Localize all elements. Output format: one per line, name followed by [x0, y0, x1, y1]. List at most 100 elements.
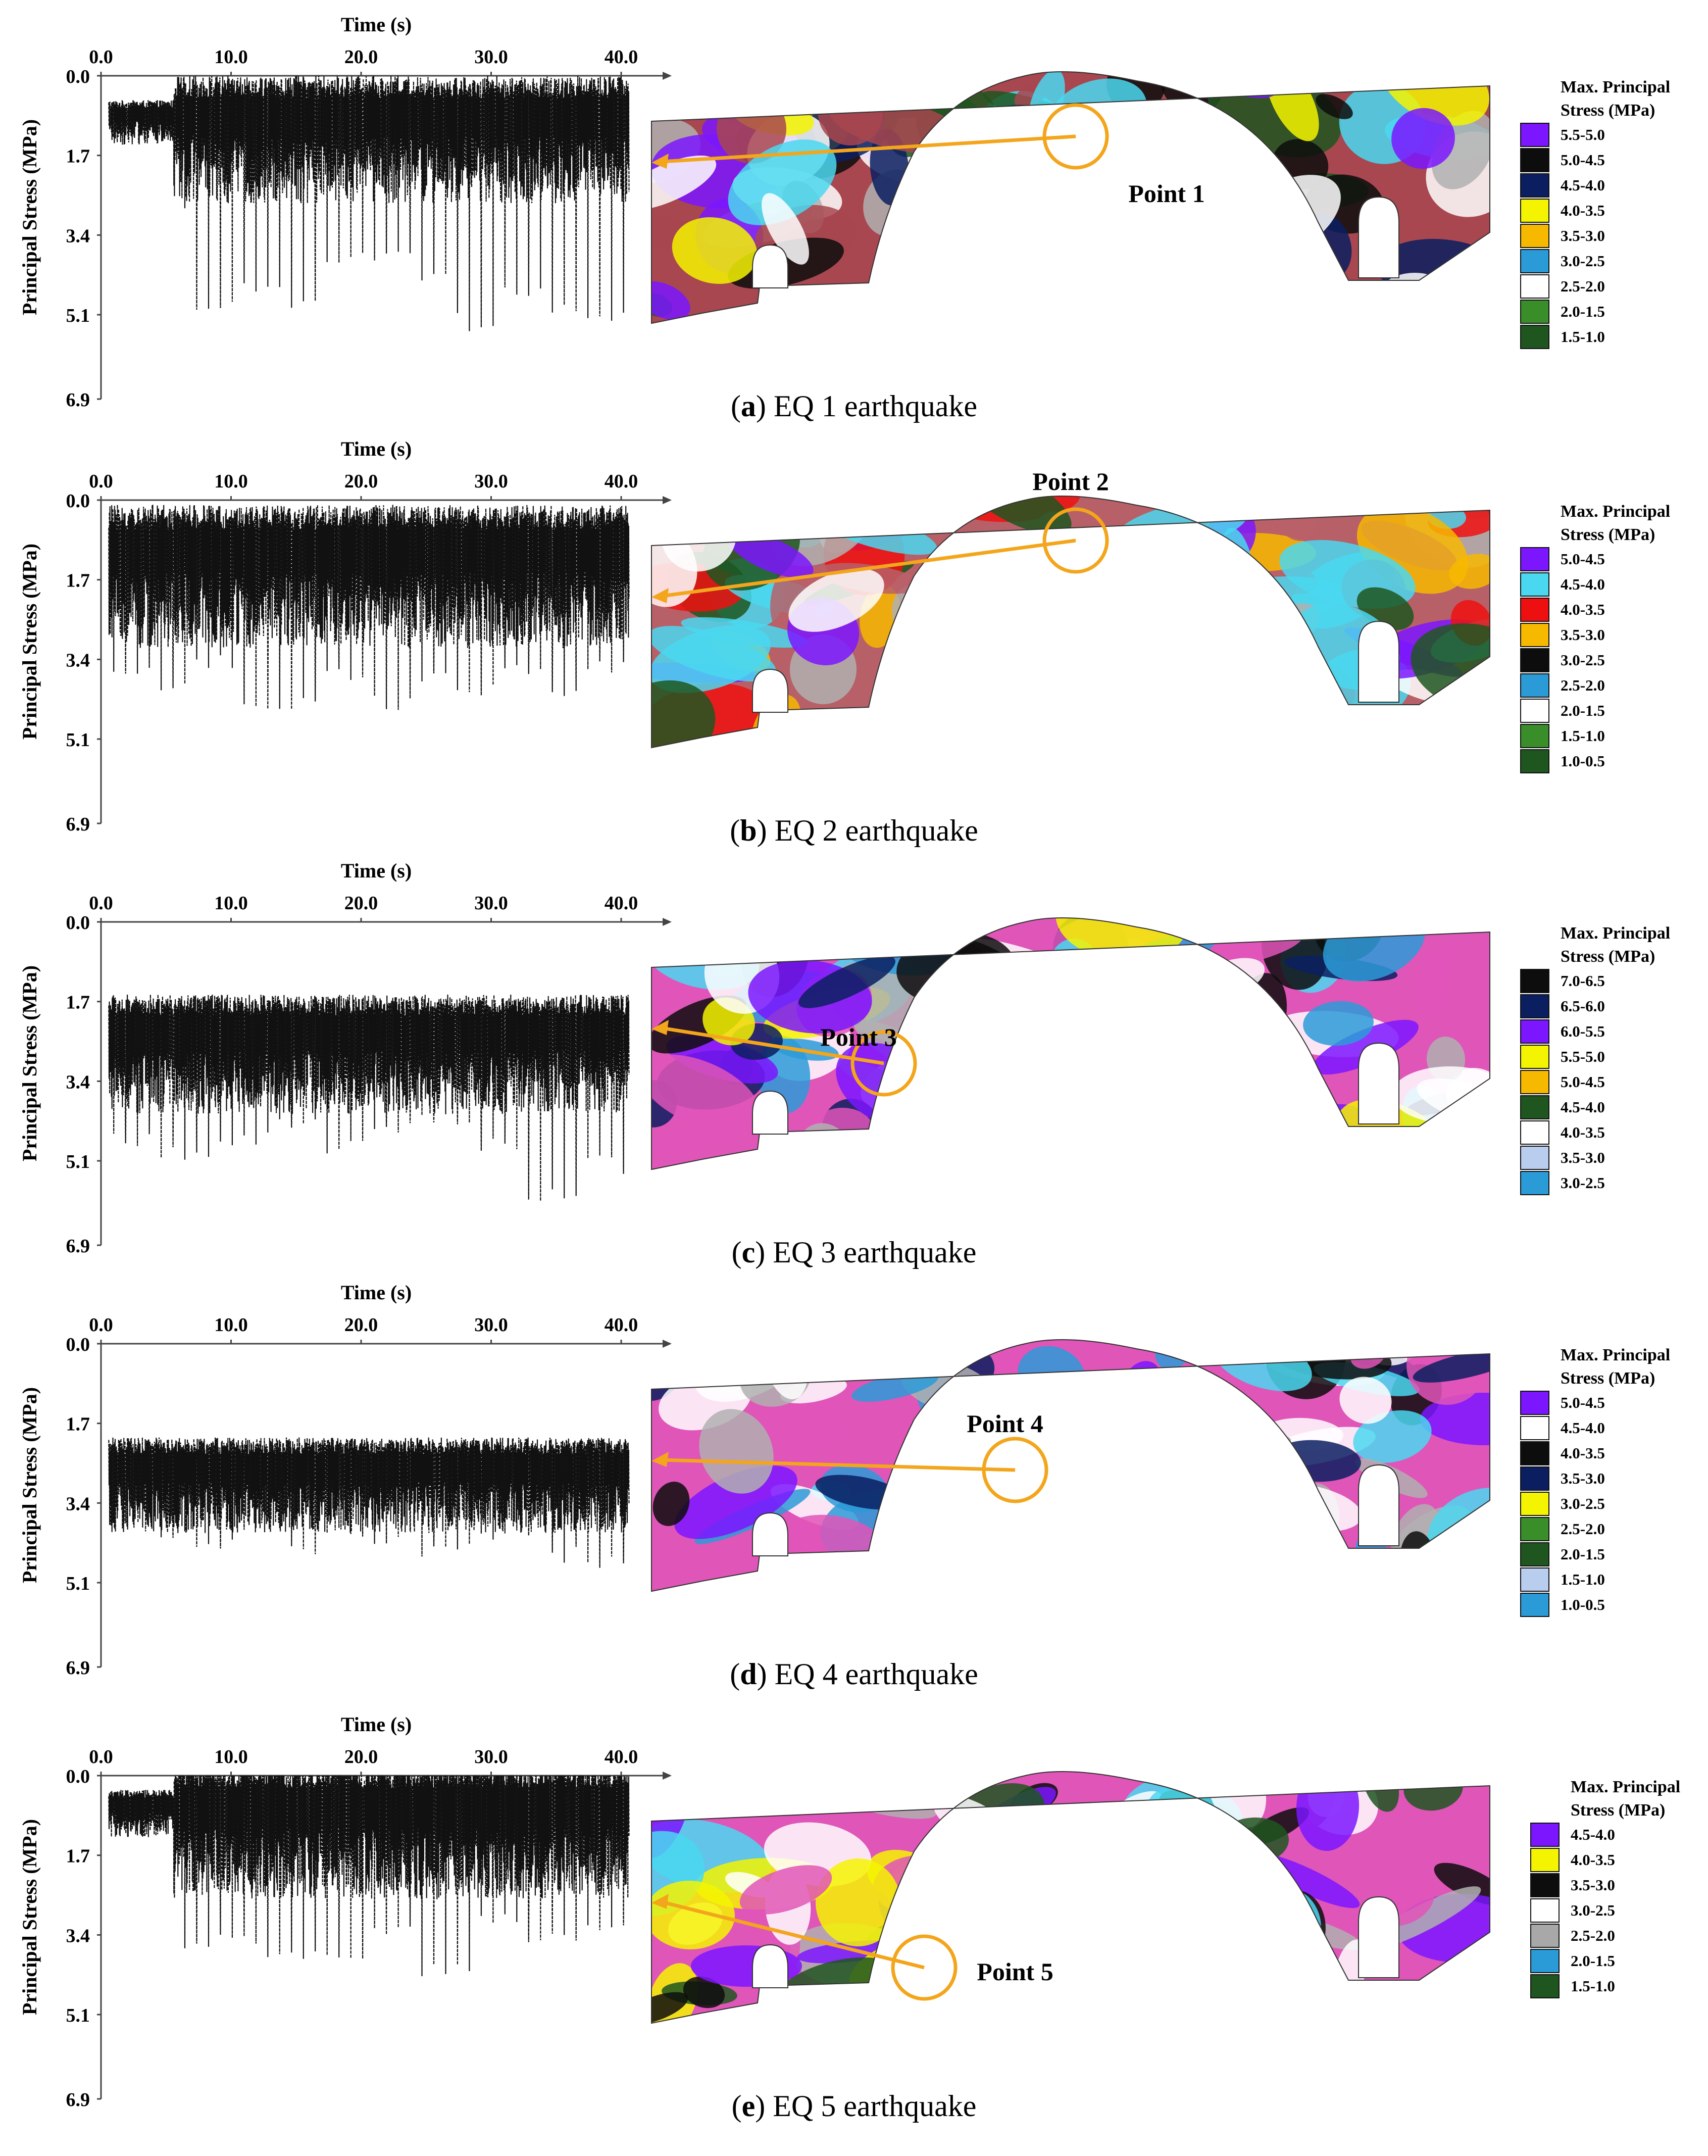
stress-time-history-plot: Time (s) Principal Stress (MPa) 0.0 10.0 20.… — [18, 859, 672, 1257]
y-tick-label: 6.9 — [66, 1657, 90, 1679]
stress-contour-patch — [1147, 1502, 1261, 1585]
point-leader-arrow — [651, 588, 669, 603]
stress-legend: Max. Principal Stress (MPa) 5.0-4.5 4.5-4.0… — [1520, 500, 1702, 774]
legend-swatch — [1520, 1416, 1549, 1440]
stress-contour-patch — [651, 1992, 688, 2023]
legend-swatch — [1520, 325, 1549, 349]
legend-swatch — [1520, 123, 1549, 147]
legend-swatch — [1530, 1873, 1560, 1897]
legend-swatch — [1520, 969, 1549, 993]
legend-entry: 3.5-3.0 — [1520, 223, 1702, 249]
stress-contour-patch — [1044, 121, 1183, 162]
legend-label: 7.0-6.5 — [1561, 972, 1605, 990]
stress-contour-patch — [1030, 156, 1129, 227]
legend-entry: 4.0-3.5 — [1530, 1847, 1708, 1873]
legend-label: 1.5-1.0 — [1561, 727, 1605, 745]
stress-contour-patch — [917, 1063, 954, 1115]
stress-contour-patch — [699, 1409, 774, 1494]
stress-contour-patch — [996, 281, 1083, 323]
y-tick-label: 3.4 — [66, 1925, 90, 1946]
x-tick-label: 10.0 — [214, 1746, 248, 1768]
y-axis-title: Principal Stress (MPa) — [18, 1387, 41, 1583]
stress-time-history-plot: Time (s) Principal Stress (MPa) 0.0 10.0 20.… — [18, 1713, 672, 2111]
stress-contour-patch — [1224, 1496, 1276, 1570]
legend-swatch — [1520, 699, 1549, 723]
stress-contour-patch — [970, 281, 1002, 308]
legend-label: 3.5-3.0 — [1561, 626, 1605, 644]
legend-label: 3.5-3.0 — [1561, 227, 1605, 244]
legend-entry: 3.5-3.0 — [1520, 1466, 1702, 1491]
panel-caption-text: EQ 5 earthquake — [773, 2089, 977, 2123]
y-axis-title: Principal Stress (MPa) — [18, 544, 41, 740]
stress-contour-patch — [946, 1036, 1083, 1092]
point-label: Point 5 — [977, 1957, 1053, 1986]
x-axis-arrow — [663, 1772, 672, 1780]
panel-letter: e — [741, 2089, 756, 2123]
point-leader-arrow — [651, 154, 669, 169]
stress-contour-patch — [1133, 1928, 1234, 1970]
x-axis-title: Time (s) — [341, 1281, 412, 1304]
stress-contour-patch — [958, 291, 1014, 320]
legend-label: 4.5-4.0 — [1561, 1098, 1605, 1116]
stress-contour-patch — [1172, 1477, 1225, 1515]
x-tick-label: 30.0 — [474, 1314, 508, 1336]
legend-entry: 2.5-2.0 — [1520, 673, 1702, 698]
stress-contour-patch — [988, 297, 1023, 323]
stress-contour-patch — [1237, 251, 1302, 307]
panel-b: Time (s) Principal Stress (MPa) 0.0 10.0 20.… — [0, 424, 1708, 847]
stress-contour-patch — [978, 1944, 1086, 2023]
point-marker-circle — [1042, 507, 1109, 574]
legend-entry: 4.0-3.5 — [1520, 1120, 1702, 1145]
bridge-body — [651, 918, 1490, 1169]
legend-entry: 5.5-5.0 — [1520, 122, 1702, 148]
stress-contour-patch — [944, 1905, 1026, 1952]
stress-contour-patch — [1081, 1111, 1161, 1169]
legend-label: 4.0-3.5 — [1561, 202, 1605, 219]
legend-swatch — [1520, 1441, 1549, 1465]
bridge-body — [651, 1772, 1490, 2023]
panel-d: Time (s) Principal Stress (MPa) 0.0 10.0 20.… — [0, 1268, 1708, 1691]
bridge-body — [651, 1340, 1490, 1591]
stress-contour-patch — [1171, 1538, 1205, 1591]
stress-contour-patch — [1063, 618, 1191, 654]
legend-entry: 2.0-1.5 — [1530, 1948, 1708, 1974]
legend-label: 5.0-4.5 — [1561, 151, 1605, 169]
stress-contour-patch — [991, 264, 1085, 290]
stress-contour-patch — [1298, 1145, 1424, 1169]
legend-entry: 5.0-4.5 — [1520, 1069, 1702, 1095]
legend-entry: 2.0-1.5 — [1520, 1542, 1702, 1567]
legend-swatch — [1530, 1823, 1560, 1847]
legend-swatch — [1520, 1120, 1549, 1145]
stress-legend: Max. Principal Stress (MPa) 5.5-5.0 5.0-4.5… — [1520, 76, 1702, 350]
legend-swatch — [1520, 274, 1549, 299]
stress-contour-patch — [966, 1866, 1091, 1956]
legend-swatch — [1520, 547, 1549, 571]
stress-contour-patch — [996, 1546, 1087, 1591]
legend-label: 5.5-5.0 — [1561, 126, 1605, 143]
stress-contour-patch — [1339, 1377, 1392, 1424]
y-tick-label: 5.1 — [66, 1151, 90, 1172]
bridge-side-opening-right — [1358, 1896, 1399, 1978]
legend-swatch — [1530, 1898, 1560, 1923]
y-tick-label: 0.0 — [66, 912, 90, 934]
legend-swatch — [1520, 1045, 1549, 1069]
legend-title-line: Stress (MPa) — [1571, 1801, 1666, 1820]
x-tick-label: 30.0 — [474, 471, 508, 492]
stress-contour-patch — [1050, 1546, 1149, 1567]
legend-label: 1.5-1.0 — [1571, 1977, 1615, 1995]
stress-contour-patch — [1068, 644, 1146, 691]
stress-contour-patch — [1062, 1460, 1111, 1538]
stress-contour-patch — [1303, 1001, 1374, 1046]
legend-title-line: Stress (MPa) — [1561, 1369, 1655, 1388]
stress-contour-patch — [943, 277, 1065, 323]
stress-contour-patch — [984, 128, 1051, 184]
legend-title-line: Stress (MPa) — [1561, 947, 1655, 966]
y-tick-label: 3.4 — [66, 225, 90, 247]
legend-swatch — [1520, 1095, 1549, 1119]
stress-contour-patch — [758, 729, 818, 748]
legend-label: 2.0-1.5 — [1561, 303, 1605, 320]
stress-contour-patch — [856, 1123, 983, 1169]
stress-contour-patch — [681, 617, 808, 648]
stress-contour-patch — [1190, 1040, 1231, 1074]
stress-contour-patch — [1237, 1940, 1323, 1997]
